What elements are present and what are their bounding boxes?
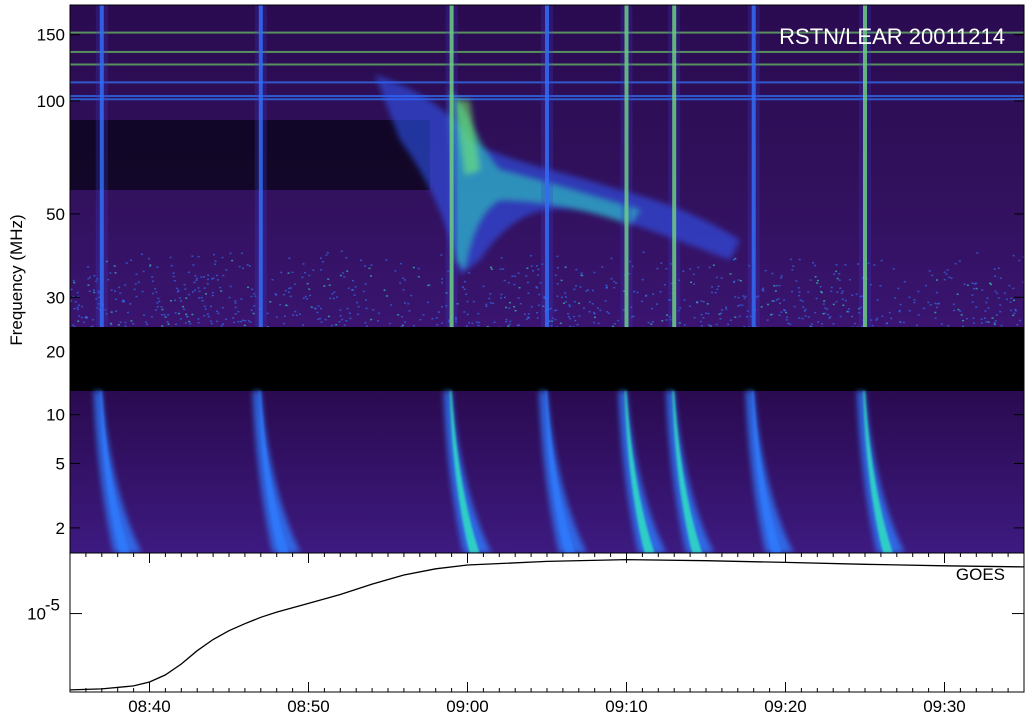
x-axis-ticks: 08:40 08:50 09:00 09:10 09:20 09:30 xyxy=(69,553,1025,716)
x-tick-label: 09:10 xyxy=(605,697,648,716)
type-iii-burst xyxy=(252,5,301,553)
goes-y-tick-label: 10 xyxy=(27,605,46,624)
type-iii-burst xyxy=(618,5,667,553)
goes-legend-label: GOES xyxy=(956,565,1005,584)
y-tick-label: 20 xyxy=(46,343,65,362)
x-tick-label: 08:50 xyxy=(287,697,330,716)
type-iii-burst xyxy=(666,5,715,553)
type-iii-burst xyxy=(443,5,492,553)
type-iii-burst xyxy=(745,5,794,553)
y-tick-label: 10 xyxy=(46,406,65,425)
spectrogram-title: RSTN/LEAR 20011214 xyxy=(779,24,1005,49)
y-tick-label: 5 xyxy=(56,454,65,473)
x-tick-label: 08:40 xyxy=(128,697,171,716)
type-iii-burst xyxy=(93,5,142,553)
y-tick-label: 100 xyxy=(37,92,65,111)
x-tick-label: 09:20 xyxy=(764,697,807,716)
y-tick-label: 2 xyxy=(56,519,65,538)
type-iii-bursts xyxy=(93,5,905,553)
y-axis-title: Frequency (MHz) xyxy=(7,214,26,345)
type-ii-burst xyxy=(375,75,740,275)
spectrogram-panel xyxy=(70,5,1024,553)
goes-line xyxy=(69,558,1025,691)
data-gap xyxy=(70,327,1024,391)
y-tick-label: 30 xyxy=(46,288,65,307)
goes-panel xyxy=(69,552,1025,693)
y-tick-label: 50 xyxy=(46,205,65,224)
x-tick-label: 09:00 xyxy=(446,697,489,716)
dark-region xyxy=(70,120,430,190)
x-tick-label: 09:30 xyxy=(923,697,966,716)
type-iii-burst xyxy=(539,5,587,553)
type-iii-burst xyxy=(857,5,905,553)
y-tick-label: 150 xyxy=(37,26,65,45)
goes-y-ticks: 10-5 xyxy=(27,596,1024,624)
spectrogram-y-ticks: 150 100 50 30 20 10 5 2 xyxy=(37,26,1024,538)
goes-y-tick-exponent: -5 xyxy=(45,596,60,615)
